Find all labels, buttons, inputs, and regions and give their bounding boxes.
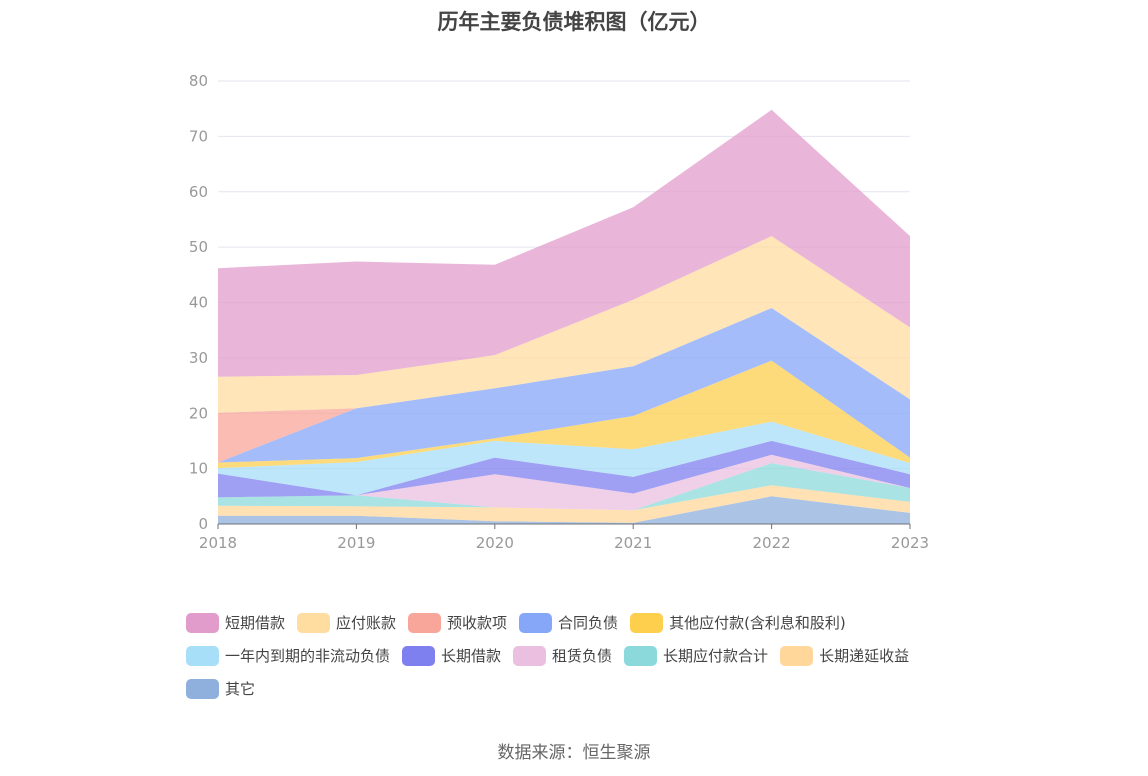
legend-swatch (408, 612, 442, 633)
x-tick-label: 2023 (891, 534, 929, 552)
legend-swatch (624, 645, 658, 666)
y-tick-label: 0 (198, 515, 208, 533)
series-area-9[interactable] (218, 236, 910, 413)
source-note: 数据来源：恒生聚源 (497, 743, 651, 763)
legend-label: 其他应付款(含利息和股利) (669, 614, 846, 632)
legend-label: 合同负债 (558, 614, 619, 632)
legend-item[interactable]: 租赁负债 (513, 645, 612, 666)
series-area-0[interactable] (218, 496, 910, 524)
series-area-2[interactable] (218, 463, 910, 511)
y-tick-label: 50 (189, 238, 208, 256)
x-tick-label: 2020 (476, 534, 514, 552)
y-tick-label: 70 (189, 127, 208, 145)
legend-item[interactable]: 其他应付款(含利息和股利) (630, 612, 846, 633)
series-area-3[interactable] (218, 454, 910, 511)
legend-item[interactable]: 预收款项 (408, 612, 507, 633)
legend-item[interactable]: 其它 (186, 678, 255, 699)
legend-swatch (630, 612, 664, 633)
legend-swatch (519, 612, 553, 633)
y-tick-label: 60 (189, 183, 208, 201)
legend-row: 短期借款 应付账款 预收款项 合同负债 其他应付款(含利息和股利) (186, 606, 1086, 639)
legend-row: 其它 (186, 672, 1086, 705)
series-area-7[interactable] (218, 308, 910, 463)
y-tick-label: 40 (189, 294, 208, 312)
x-tick-label: 2022 (753, 534, 791, 552)
chart-title: 历年主要负债堆积图（亿元） (437, 10, 711, 34)
x-tick-label: 2018 (199, 534, 237, 552)
legend-swatch (402, 645, 436, 666)
legend-label: 短期借款 (225, 614, 286, 632)
legend-swatch (186, 678, 219, 699)
legend-label: 长期递延收益 (819, 647, 910, 665)
legend-item[interactable]: 应付账款 (297, 612, 396, 633)
legend-swatch (513, 645, 547, 666)
legend-label: 预收款项 (447, 614, 508, 632)
legend-item[interactable]: 长期递延收益 (780, 645, 909, 666)
legend-item[interactable]: 长期借款 (402, 645, 501, 666)
legend-swatch (186, 645, 219, 666)
legend-label: 租赁负债 (552, 647, 613, 665)
legend-label: 长期借款 (441, 647, 502, 665)
legend-row: 一年内到期的非流动负债 长期借款 租赁负债 长期应付款合计 长期递延收益 (186, 639, 1086, 672)
legend: 短期借款 应付账款 预收款项 合同负债 其他应付款(含利息和股利) 一年内到期的非流动负债… (186, 606, 1086, 705)
legend-item[interactable]: 一年内到期的非流动负债 (186, 645, 390, 666)
y-tick-label: 30 (189, 349, 208, 367)
legend-item[interactable]: 合同负债 (519, 612, 618, 633)
series-areas (218, 109, 910, 524)
legend-swatch (780, 645, 814, 666)
axes: 2018 2019 2020 2021 2022 2023 (199, 523, 929, 552)
series-area-1[interactable] (218, 485, 910, 523)
legend-swatch (186, 612, 219, 633)
x-tick-label: 2021 (614, 534, 652, 552)
legend-item[interactable]: 长期应付款合计 (624, 645, 768, 666)
legend-label: 其它 (225, 680, 256, 698)
legend-label: 应付账款 (336, 614, 397, 632)
legend-swatch (297, 612, 331, 633)
y-tick-label: 80 (189, 72, 208, 90)
legend-label: 长期应付款合计 (663, 647, 769, 665)
series-area-4[interactable] (218, 440, 910, 498)
x-tick-label: 2019 (337, 534, 375, 552)
series-area-6[interactable] (218, 360, 910, 469)
y-tick-label: 20 (189, 404, 208, 422)
series-area-10[interactable] (218, 109, 910, 377)
legend-label: 一年内到期的非流动负债 (225, 647, 391, 665)
legend-item[interactable]: 短期借款 (186, 612, 285, 633)
y-tick-label: 10 (189, 460, 208, 478)
series-area-5[interactable] (218, 421, 910, 496)
